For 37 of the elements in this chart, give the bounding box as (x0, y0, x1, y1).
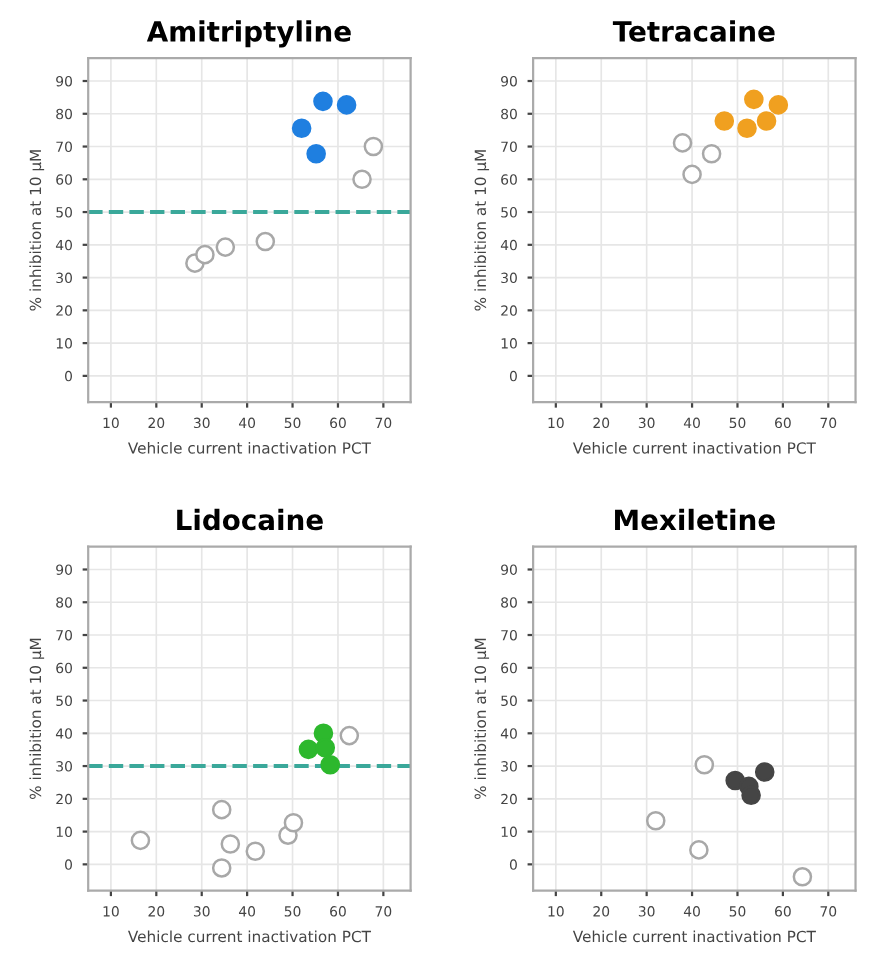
point (320, 754, 341, 775)
chart-title: Tetracaine (612, 20, 775, 42)
point (363, 136, 384, 157)
point (255, 231, 276, 252)
chart-title: Amitriptyline (146, 20, 351, 48)
point (306, 143, 326, 164)
chart-title: Mexiletine (615, 508, 775, 531)
point (352, 169, 372, 190)
point (298, 739, 319, 760)
point (211, 858, 232, 878)
point (130, 830, 151, 851)
point (215, 237, 236, 257)
point (645, 810, 666, 831)
point (211, 799, 232, 820)
point (313, 91, 333, 112)
point (754, 762, 775, 782)
point (195, 244, 215, 265)
point (792, 866, 813, 887)
point (315, 737, 336, 758)
point (714, 111, 735, 131)
point (741, 785, 761, 806)
point (737, 118, 757, 138)
point (672, 133, 693, 153)
point (701, 143, 722, 164)
point (756, 111, 777, 131)
point (689, 840, 709, 860)
point (336, 95, 357, 115)
point (291, 118, 312, 138)
point (220, 834, 241, 854)
chart-title: Lidocaine (177, 508, 323, 531)
point (694, 754, 715, 775)
point (682, 164, 702, 185)
point (245, 841, 266, 862)
point (768, 95, 789, 115)
point (744, 89, 764, 110)
point (283, 812, 304, 833)
point (339, 725, 360, 746)
